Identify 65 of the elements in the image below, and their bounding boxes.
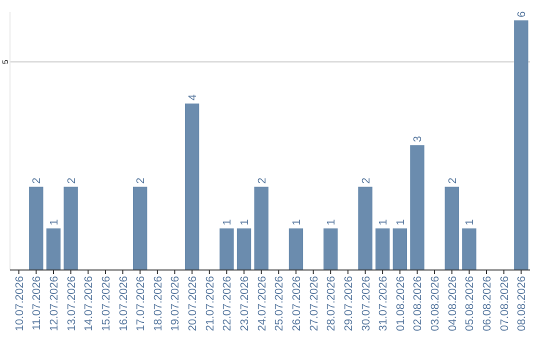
bar xyxy=(375,228,390,270)
data-label: 1 xyxy=(394,219,407,226)
x-tick-label: 03.08.2026 xyxy=(430,276,442,332)
data-label: 3 xyxy=(412,136,424,142)
x-tick-label: 12.07.2026 xyxy=(48,276,60,332)
x-tick-label: 02.08.2026 xyxy=(412,276,424,332)
x-tick-label: 25.07.2026 xyxy=(274,276,286,332)
data-label: 1 xyxy=(222,219,234,226)
x-tick-label: 10.07.2026 xyxy=(14,276,26,332)
x-tick-label: 20.07.2026 xyxy=(187,276,200,332)
data-label: 4 xyxy=(187,94,200,101)
x-tick-label: 08.08.2026 xyxy=(516,276,528,332)
bar xyxy=(392,228,408,270)
data-label: 2 xyxy=(256,178,268,184)
data-label: 2 xyxy=(66,178,78,184)
data-label: 1 xyxy=(290,219,303,226)
bar xyxy=(184,104,200,270)
data-label: 1 xyxy=(239,219,252,226)
data-label: 1 xyxy=(378,219,390,226)
x-tick-label: 26.07.2026 xyxy=(290,276,303,332)
x-tick-label: 06.08.2026 xyxy=(482,276,494,332)
x-tick-label: 14.07.2026 xyxy=(83,276,96,332)
bar xyxy=(324,228,338,270)
data-label: 2 xyxy=(31,178,44,184)
x-tick-label: 29.07.2026 xyxy=(342,276,355,332)
x-tick-label: 07.08.2026 xyxy=(498,276,511,332)
x-tick-label: 15.07.2026 xyxy=(100,276,112,332)
bar xyxy=(29,186,44,270)
bar xyxy=(444,186,459,270)
x-tick-label: 18.07.2026 xyxy=(152,276,164,332)
x-tick-label: 24.07.2026 xyxy=(256,276,268,332)
x-tick-label: 19.07.2026 xyxy=(170,276,182,332)
data-label: 2 xyxy=(135,178,148,184)
x-tick-label: 30.07.2026 xyxy=(360,276,372,332)
x-tick-label: 22.07.2026 xyxy=(222,276,234,332)
x-tick-label: 17.07.2026 xyxy=(135,276,148,332)
x-tick-label: 01.08.2026 xyxy=(394,276,407,332)
bar xyxy=(254,186,268,270)
bar xyxy=(288,228,304,270)
x-tick-label: 16.07.2026 xyxy=(118,276,130,332)
data-label: 1 xyxy=(48,219,60,226)
data-label: 2 xyxy=(446,178,459,184)
x-tick-label: 04.08.2026 xyxy=(446,276,459,332)
x-tick-label: 27.07.2026 xyxy=(308,276,320,332)
x-tick-label: 23.07.2026 xyxy=(239,276,252,332)
bar xyxy=(358,186,372,270)
bar xyxy=(64,186,78,270)
bar xyxy=(220,228,234,270)
x-tick-label: 31.07.2026 xyxy=(378,276,390,332)
data-label: 1 xyxy=(464,219,476,226)
x-tick-label: 28.07.2026 xyxy=(326,276,338,332)
bar xyxy=(514,20,528,270)
x-tick-label: 05.08.2026 xyxy=(464,276,476,332)
data-label: 2 xyxy=(360,178,372,184)
bar xyxy=(46,228,61,270)
y-tick-label: 5 xyxy=(1,59,10,64)
bar xyxy=(410,145,424,270)
data-label: 6 xyxy=(516,11,528,18)
bar xyxy=(132,186,148,270)
x-tick-label: 13.07.2026 xyxy=(66,276,78,332)
x-tick-label: 11.07.2026 xyxy=(31,276,44,330)
x-tick-label: 21.07.2026 xyxy=(204,276,216,332)
data-label: 1 xyxy=(326,219,338,226)
bar xyxy=(462,228,476,270)
bar xyxy=(236,228,252,270)
